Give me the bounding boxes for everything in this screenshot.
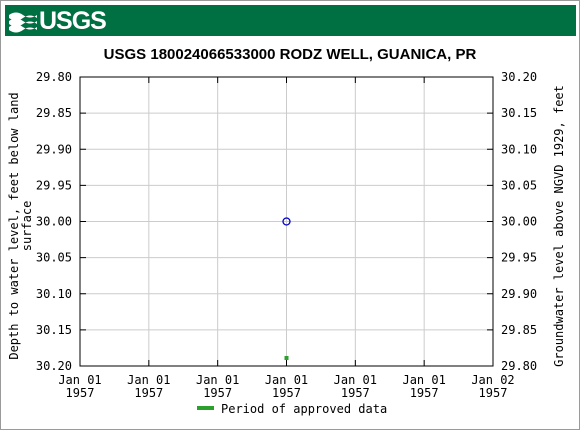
right-tick-label: 29.90 <box>501 287 537 301</box>
x-tick-label-date: Jan 01 <box>402 373 445 387</box>
left-tick-label: 30.20 <box>36 359 72 373</box>
right-tick-label: 30.10 <box>501 142 537 156</box>
data-point-marker <box>282 217 291 226</box>
x-tick-label-year: 1957 <box>66 386 95 400</box>
right-axis-label: Groundwater level above NGVD 1929, feet <box>552 85 566 367</box>
left-tick-label: 30.10 <box>36 287 72 301</box>
right-tick-label: 30.00 <box>501 215 537 229</box>
x-tick-label-date: Jan 01 <box>265 373 308 387</box>
grid-lines <box>80 77 493 366</box>
left-tick-label: 30.15 <box>36 323 72 337</box>
right-tick-label: 30.15 <box>501 106 537 120</box>
left-tick-label: 29.85 <box>36 106 72 120</box>
right-tick-label: 29.80 <box>501 359 537 373</box>
left-tick-label: 29.80 <box>36 70 72 84</box>
right-tick-label: 29.95 <box>501 251 537 265</box>
chart-title: USGS 180024066533000 RODZ WELL, GUANICA,… <box>104 46 477 63</box>
left-tick-label: 30.05 <box>36 251 72 265</box>
right-axis-tick-labels: 30.20 30.15 30.10 30.05 30.00 29.95 29.90 29.85… <box>501 70 537 373</box>
approved-period-mark <box>284 356 289 360</box>
left-tick-label: 29.90 <box>36 142 72 156</box>
usgs-wave-icon <box>9 12 37 33</box>
data-marks <box>282 217 291 360</box>
x-tick-label-date: Jan 01 <box>58 373 101 387</box>
usgs-header-banner: USGS <box>5 5 576 36</box>
x-tick-label-year: 1957 <box>479 386 508 400</box>
x-tick-label-date: Jan 02 <box>471 373 514 387</box>
x-tick-label-year: 1957 <box>410 386 439 400</box>
x-tick-label-date: Jan 01 <box>334 373 377 387</box>
x-tick-label-year: 1957 <box>203 386 232 400</box>
legend: Period of approved data <box>197 402 387 416</box>
x-tick-label-year: 1957 <box>272 386 301 400</box>
x-tick-label-year: 1957 <box>341 386 370 400</box>
legend-label: Period of approved data <box>221 402 387 416</box>
left-axis-label-line1: Depth to water level, feet below land <box>7 92 21 359</box>
left-tick-label: 30.00 <box>36 215 72 229</box>
usgs-logo[interactable]: USGS <box>8 7 107 35</box>
legend-swatch <box>197 406 214 410</box>
usgs-logo-text: USGS <box>39 7 107 35</box>
right-tick-label: 30.20 <box>501 70 537 84</box>
x-tick-label-date: Jan 01 <box>196 373 239 387</box>
x-tick-label-date: Jan 01 <box>127 373 170 387</box>
axis-ticks <box>79 76 494 367</box>
x-tick-label-year: 1957 <box>134 386 163 400</box>
left-axis-tick-labels: 29.80 29.85 29.90 29.95 30.00 30.05 30.10 30.15… <box>36 70 72 373</box>
right-tick-label: 30.05 <box>501 178 537 192</box>
left-axis-label-line2: surface <box>20 201 34 252</box>
left-tick-label: 29.95 <box>36 178 72 192</box>
right-tick-label: 29.85 <box>501 323 537 337</box>
